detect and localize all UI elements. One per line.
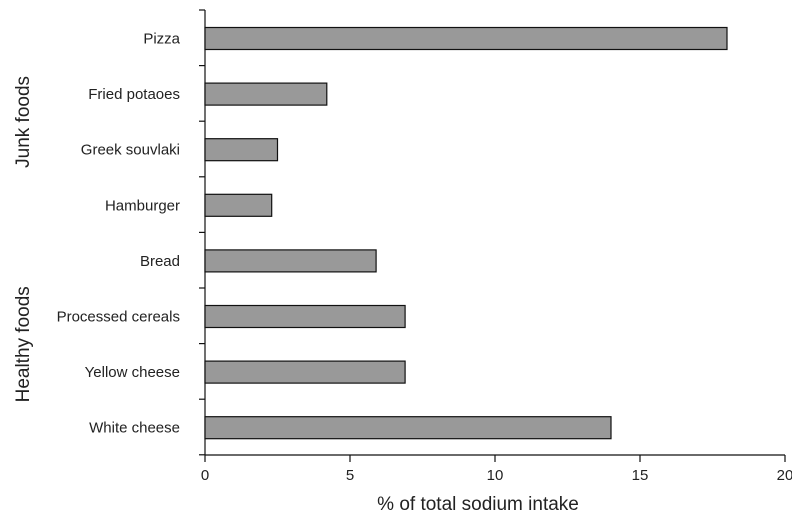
y-tick-label: Processed cereals [57,309,180,326]
x-axis-title: % of total sodium intake [377,494,579,515]
x-tick-label: 20 [777,467,792,484]
x-tick-label: 10 [487,467,504,484]
y-tick-label: Greek souvlaki [81,142,180,159]
x-tick-label: 0 [201,467,209,484]
y-tick-label: Yellow cheese [85,364,180,381]
y-tick-label: White cheese [89,420,180,437]
group-label: Healthy foods [13,286,34,402]
group-label: Junk foods [13,76,34,168]
bar [204,26,728,51]
bars [204,26,728,440]
axes [199,9,786,462]
bar [204,416,612,440]
x-tick-label: 15 [632,467,649,484]
x-tick-label: 5 [346,467,354,484]
y-tick-label: Pizza [143,31,180,48]
y-tick-label: Fried potaoes [88,86,180,103]
bar [204,193,273,217]
bar [204,138,279,162]
bar [204,304,406,329]
bar [204,82,328,106]
labels: 0 5 10 15 20 Pizza Fried potaoes Greek souvlaki… [13,31,792,485]
y-tick-label: Bread [140,253,180,270]
bar [204,360,406,384]
bar [204,249,377,273]
y-tick-label: Hamburger [105,197,180,214]
